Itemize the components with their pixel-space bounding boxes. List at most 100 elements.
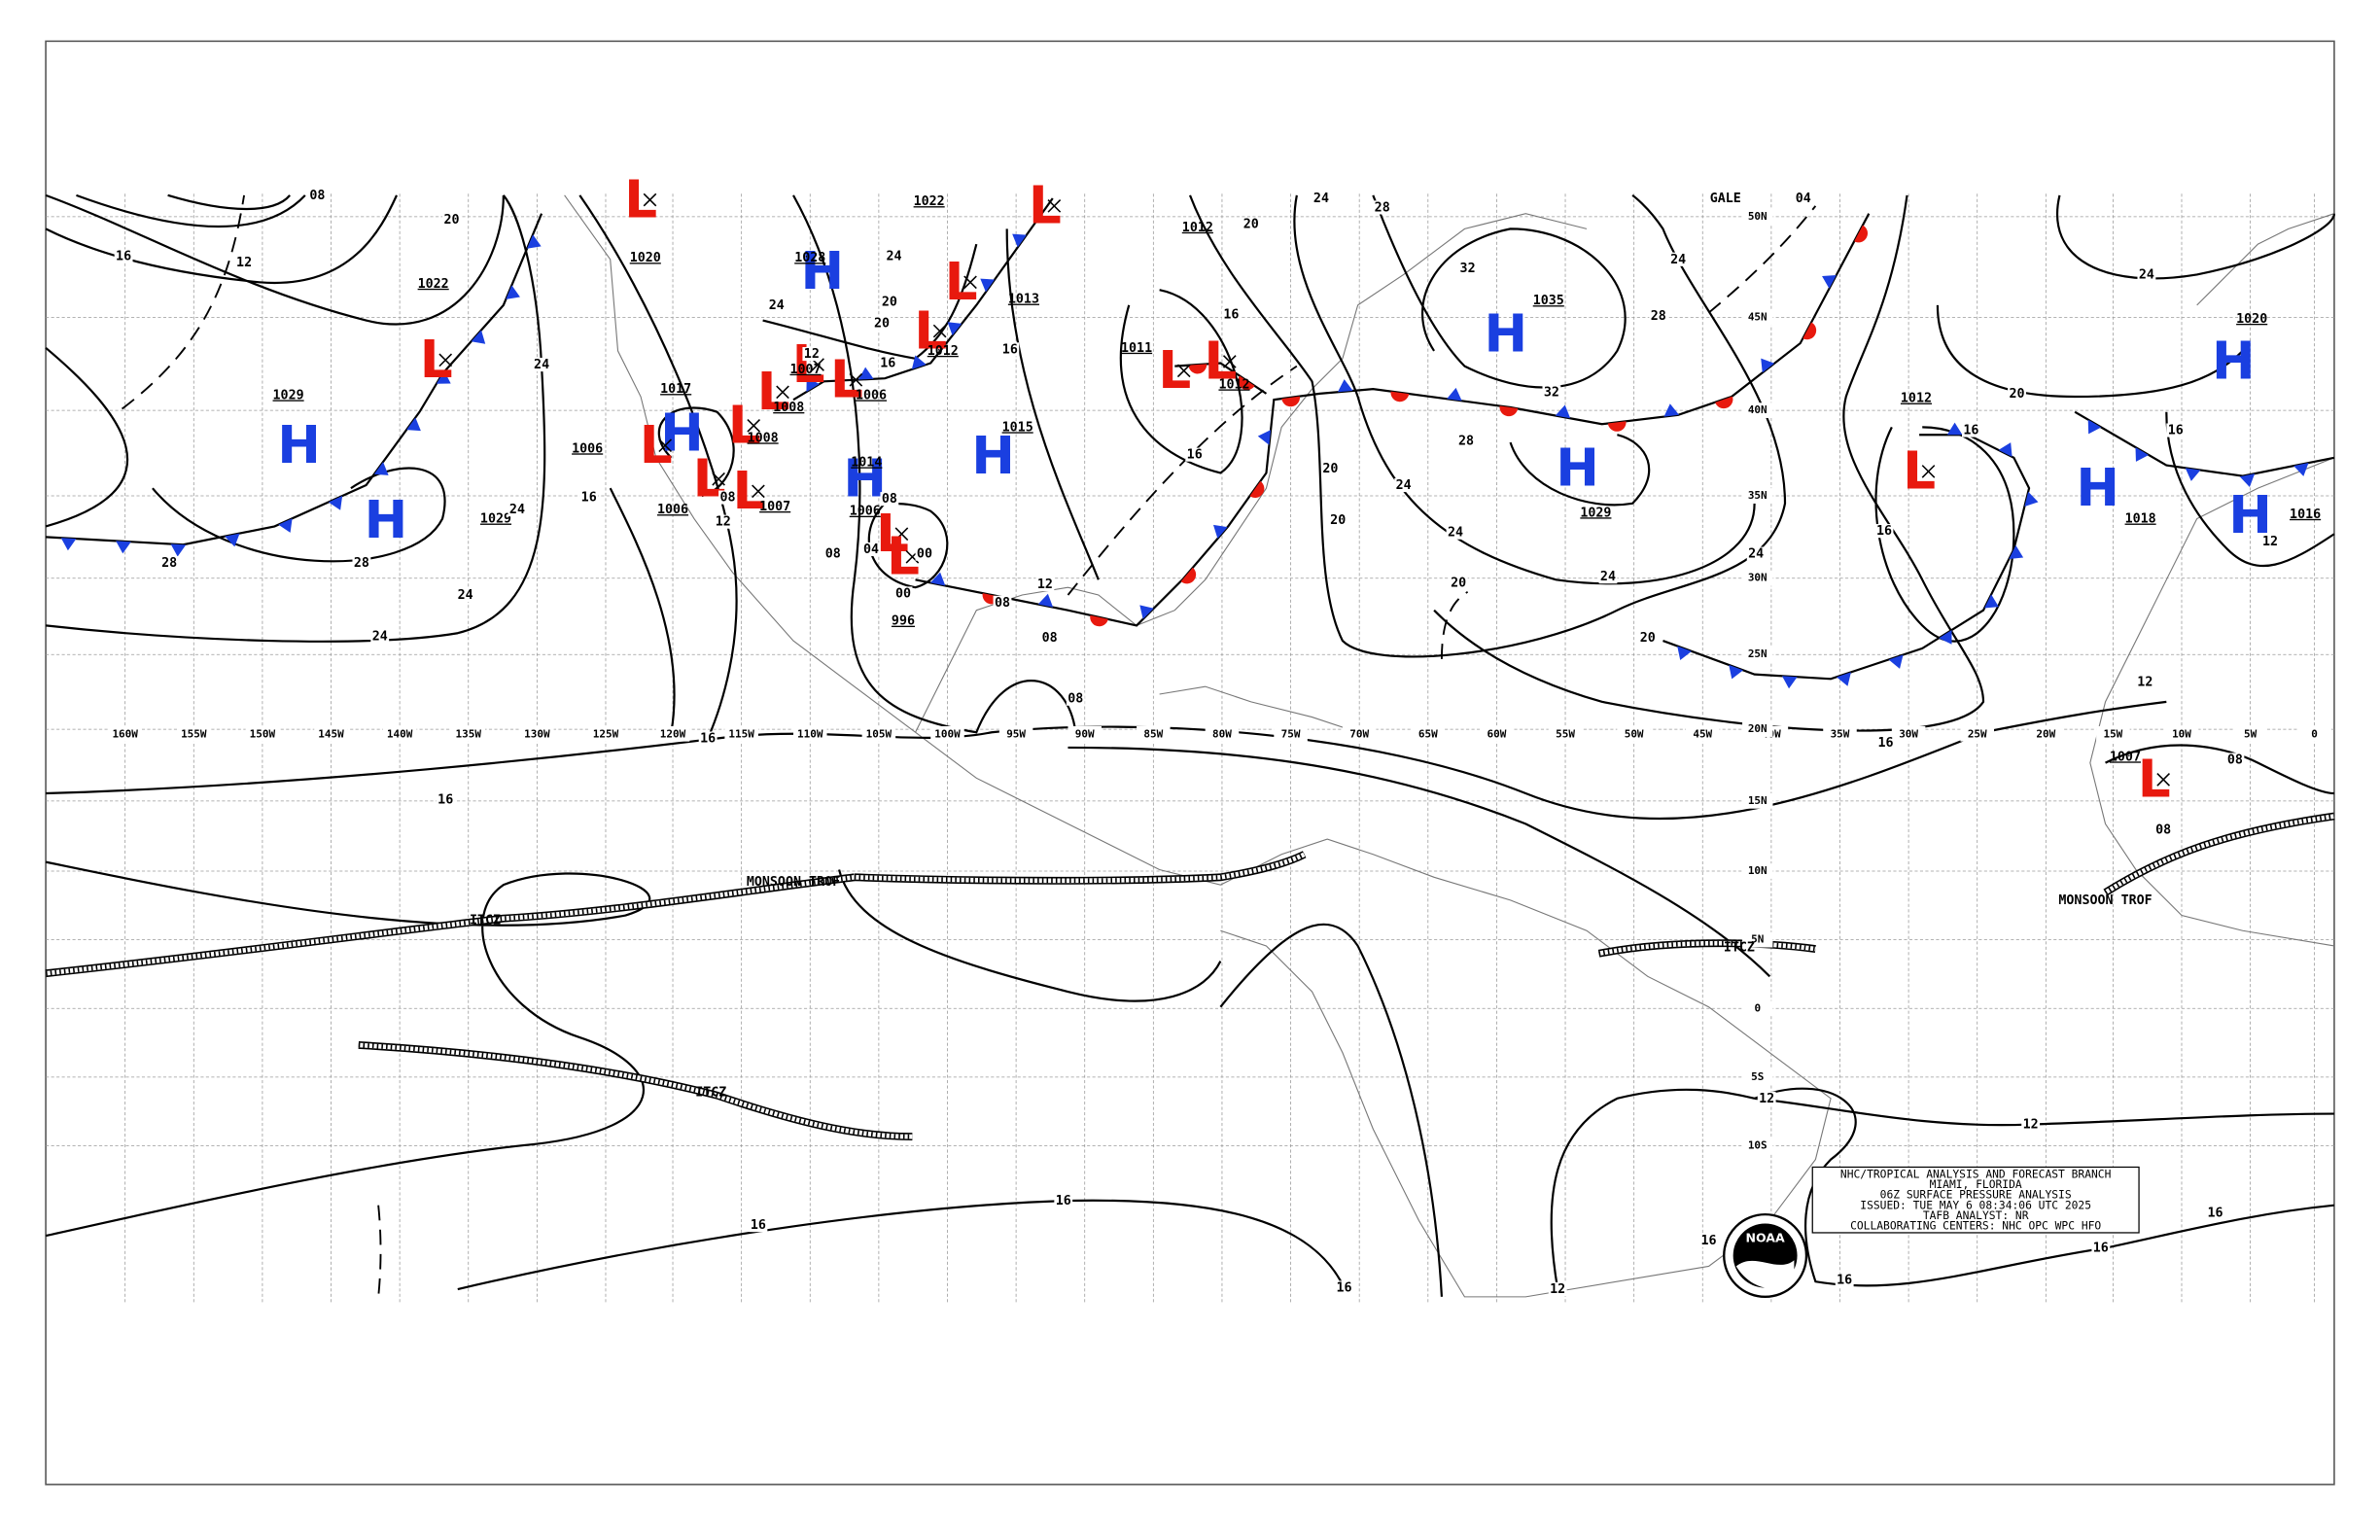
- low-center-cross: [712, 472, 725, 486]
- isobar-label: 16: [1963, 424, 1978, 438]
- pressure-label: 1035: [1533, 294, 1564, 308]
- lon-label-box: [2233, 725, 2267, 742]
- isobar-label-bg: [436, 792, 455, 807]
- lon-label-box: [2297, 725, 2331, 742]
- isobar-label: 08: [882, 492, 897, 507]
- lon-label: 60W: [1488, 728, 1507, 741]
- cold-front-symbol: [506, 285, 520, 299]
- warm-front-symbol: [1390, 391, 1410, 402]
- cold-front-symbol: [806, 377, 820, 393]
- cold-front-symbol: [471, 330, 486, 344]
- cold-front-symbol: [436, 370, 451, 384]
- isobar: [2105, 744, 2334, 795]
- pressure-label: 1006: [850, 505, 881, 519]
- isobar-label: 28: [1458, 435, 1474, 449]
- lat-label-box: [1742, 1000, 1773, 1017]
- isobar-label-bg: [1746, 546, 1766, 561]
- cold-front-symbol: [980, 278, 996, 293]
- low-symbol: L: [624, 168, 657, 229]
- isobar-label-bg: [915, 546, 934, 561]
- isobar-label: 16: [1002, 342, 1018, 357]
- isobar-label: 32: [1544, 385, 1559, 400]
- pressure-label: 1006: [572, 441, 603, 456]
- isobar-label: 16: [2168, 424, 2184, 438]
- isobar-label-bg: [1320, 461, 1340, 475]
- pressure-label: 1007: [759, 500, 790, 514]
- troughs: [121, 194, 1817, 1297]
- pressure-label: 1029: [480, 512, 511, 527]
- isobar: [1372, 194, 1627, 389]
- pressure-label: 1018: [2125, 512, 2156, 527]
- feature-label: ITCZ: [695, 1086, 726, 1101]
- lon-label-box: [1205, 725, 1240, 742]
- isobar-label: 08: [719, 491, 735, 506]
- isobar-label-bg: [1000, 342, 1020, 357]
- high-symbol: H: [1485, 302, 1528, 364]
- lon-label-box: [724, 725, 758, 742]
- lon-label-box: [588, 725, 623, 742]
- isobar-label-bg: [880, 492, 899, 507]
- low-symbol: L: [914, 299, 947, 361]
- mixed-front: [915, 213, 1871, 627]
- cold-front-symbol: [1781, 676, 1798, 689]
- isobar-label-bg: [2166, 423, 2186, 438]
- pressure-label: 1022: [418, 277, 449, 292]
- lon-label: 105W: [866, 728, 892, 741]
- isobar-label-bg: [1446, 525, 1465, 540]
- low-symbol: L: [420, 329, 453, 390]
- isobar-label-bg: [698, 731, 718, 746]
- isobar-label: 12: [1037, 578, 1053, 592]
- isobar-label: 16: [700, 732, 716, 747]
- isobar-label: 16: [1223, 307, 1239, 322]
- low-center-cross: [963, 275, 977, 290]
- cold-front-symbol: [929, 572, 946, 586]
- cold-front-symbol: [1337, 379, 1353, 393]
- itcz-fill: [854, 852, 1306, 884]
- isobar-label: 12: [1759, 1092, 1774, 1106]
- isobar-label-bg: [1328, 513, 1348, 528]
- isobar: [1550, 1088, 1755, 1290]
- isobar-label: 24: [534, 358, 549, 372]
- low-center-cross: [849, 372, 863, 387]
- pressure-label: 996: [892, 614, 915, 629]
- cold-front-symbol: [1663, 403, 1680, 417]
- isobar-label: 20: [443, 213, 459, 228]
- info-line: TAFB ANALYST: NR: [1923, 1209, 2029, 1222]
- low-symbol: L: [1903, 440, 1936, 502]
- isobar-label: 08: [1068, 692, 1083, 707]
- lon-label-box: [177, 725, 211, 742]
- isobar-label-bg: [1066, 691, 1085, 706]
- lon-label-box: [1137, 725, 1171, 742]
- isobar-label: 20: [1322, 462, 1338, 476]
- isobar-label: 16: [438, 792, 453, 807]
- isobar-label-bg: [1242, 217, 1261, 231]
- trough: [1067, 365, 1298, 596]
- lat-label: 10N: [1748, 864, 1768, 877]
- isobar: [2056, 194, 2336, 280]
- isobar-label-bg: [880, 295, 899, 309]
- feature-label: MONSOON TROF: [747, 875, 840, 890]
- isobar-label-bg: [767, 298, 787, 312]
- pressure-label: 1007: [2110, 750, 2141, 764]
- logo-text: NOAA: [1745, 1231, 1785, 1245]
- isobar-label-bg: [1542, 385, 1561, 400]
- isobar-label-bg: [1335, 1280, 1353, 1295]
- cold-front-symbol: [2009, 544, 2024, 559]
- coastline: [564, 194, 1832, 1298]
- pressure-label: 1008: [773, 401, 804, 415]
- isobar-label-bg: [1394, 477, 1414, 493]
- isobar-label-bg: [1185, 447, 1205, 462]
- isobar-label-bg: [1035, 577, 1055, 592]
- isobar-label: 24: [372, 629, 388, 644]
- warm-front-symbol: [1607, 421, 1627, 432]
- isobar-label-bg: [823, 546, 843, 561]
- lat-label: 5N: [1751, 933, 1764, 946]
- isobar-label: 08: [995, 596, 1010, 611]
- high-symbol: H: [277, 414, 321, 475]
- info-box-frame: [1811, 1166, 2140, 1234]
- isobar: [2165, 411, 2335, 568]
- high-symbol: H: [365, 489, 408, 550]
- low-center-cross: [747, 418, 761, 433]
- isobar-label-bg: [1874, 524, 1894, 539]
